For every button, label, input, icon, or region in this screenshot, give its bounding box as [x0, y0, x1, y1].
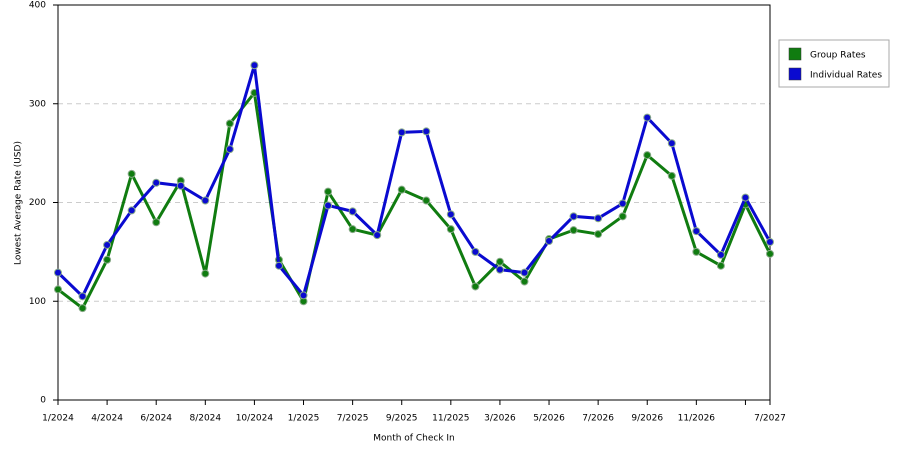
data-point — [78, 292, 87, 301]
data-point — [127, 169, 136, 178]
y-tick-label: 300 — [29, 99, 46, 109]
data-point — [54, 285, 62, 294]
data-point — [667, 139, 676, 148]
data-point — [274, 261, 283, 270]
data-point — [324, 201, 333, 210]
data-point — [422, 127, 431, 136]
data-point — [643, 151, 652, 160]
y-tick-label: 0 — [40, 396, 46, 406]
data-point — [520, 277, 529, 286]
plot-frame — [57, 4, 771, 401]
data-point — [667, 171, 676, 180]
x-axis-label: Month of Check In — [373, 434, 455, 444]
data-point — [127, 206, 136, 215]
data-point — [446, 210, 455, 219]
x-tick-label: 11/2025 — [432, 414, 469, 424]
data-point — [471, 247, 480, 256]
x-tick-label: 7/2025 — [337, 414, 369, 424]
data-point — [716, 250, 725, 259]
x-tick-label: 1/2025 — [288, 414, 320, 424]
legend-swatch — [788, 67, 802, 81]
y-tick-label: 200 — [29, 198, 46, 208]
data-point — [397, 128, 406, 137]
data-point — [594, 230, 603, 239]
data-point — [569, 212, 578, 221]
data-point — [569, 226, 578, 235]
x-tick-label: 7/2026 — [582, 414, 614, 424]
data-point — [716, 261, 725, 270]
x-tick-label: 3/2026 — [484, 414, 516, 424]
data-point — [741, 193, 750, 202]
data-point — [103, 240, 112, 249]
data-point — [766, 238, 774, 246]
x-tick-label: 4/2024 — [91, 414, 123, 424]
series-line — [57, 89, 772, 311]
legend-label: Individual Rates — [810, 71, 882, 81]
data-point — [176, 181, 185, 190]
data-point — [78, 304, 87, 313]
data-point — [152, 218, 161, 227]
data-point — [54, 268, 62, 277]
legend-label: Group Rates — [810, 51, 866, 61]
x-tick-label: 6/2024 — [140, 414, 172, 424]
data-point — [766, 249, 774, 258]
x-tick-label: 8/2024 — [189, 414, 221, 424]
data-point — [545, 237, 554, 246]
data-point — [103, 255, 112, 264]
data-point — [152, 178, 161, 187]
data-point — [495, 257, 504, 266]
series-line — [56, 64, 772, 299]
y-tick-label: 100 — [29, 297, 46, 307]
data-point — [643, 113, 652, 122]
data-point — [422, 196, 431, 205]
data-point — [618, 199, 627, 208]
data-point — [324, 187, 333, 196]
data-point — [373, 231, 382, 240]
data-point — [692, 247, 701, 256]
x-tick-label: 10/2024 — [236, 414, 274, 424]
x-tick-label: 11/2026 — [678, 414, 716, 424]
x-tick-label: 7/2027 — [754, 414, 786, 424]
data-point — [348, 207, 357, 216]
data-point — [225, 145, 234, 154]
data-point — [250, 61, 259, 70]
x-tick-label: 9/2026 — [631, 414, 663, 424]
data-point — [471, 282, 480, 291]
data-point — [446, 225, 455, 234]
y-tick-label: 400 — [29, 1, 46, 11]
legend-swatch — [788, 47, 802, 61]
x-tick-label: 9/2025 — [386, 414, 418, 424]
x-tick-label: 1/2024 — [42, 414, 74, 424]
data-point — [225, 119, 234, 128]
data-point — [520, 268, 529, 277]
data-point — [618, 212, 627, 221]
data-point — [201, 269, 210, 278]
data-point — [692, 227, 701, 236]
y-axis-label: Lowest Average Rate (USD) — [14, 141, 24, 265]
data-point — [397, 185, 406, 194]
data-point — [495, 265, 504, 274]
data-point — [299, 291, 308, 300]
data-point — [348, 225, 357, 234]
x-tick-label: 5/2026 — [533, 414, 565, 424]
data-point — [594, 214, 603, 223]
data-point — [201, 196, 210, 205]
